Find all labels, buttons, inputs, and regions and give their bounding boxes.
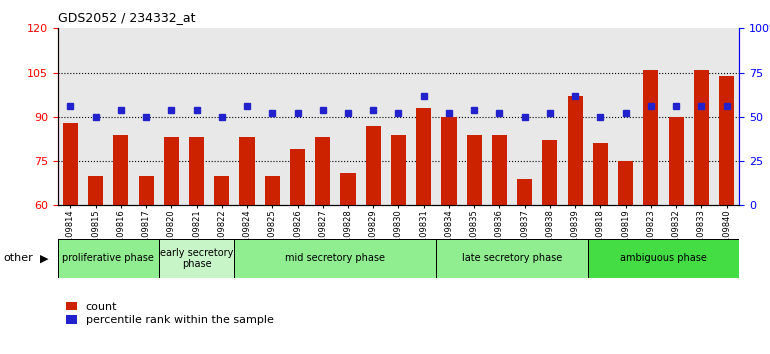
Bar: [214, 176, 229, 205]
Bar: [416, 108, 431, 205]
Text: ▶: ▶: [40, 253, 49, 263]
Bar: [467, 135, 482, 205]
Bar: [290, 149, 305, 205]
Bar: [189, 137, 204, 205]
Text: early secretory
phase: early secretory phase: [160, 247, 233, 269]
Bar: [567, 96, 583, 205]
Text: mid secretory phase: mid secretory phase: [286, 253, 385, 263]
Bar: [113, 135, 129, 205]
Bar: [719, 75, 734, 205]
Bar: [88, 176, 103, 205]
Bar: [437, 239, 588, 278]
Bar: [668, 117, 684, 205]
Bar: [159, 239, 234, 278]
Text: ambiguous phase: ambiguous phase: [620, 253, 707, 263]
Bar: [694, 70, 709, 205]
Bar: [492, 135, 507, 205]
Text: proliferative phase: proliferative phase: [62, 253, 154, 263]
Text: other: other: [4, 253, 34, 263]
Text: GDS2052 / 234332_at: GDS2052 / 234332_at: [58, 11, 196, 24]
Bar: [234, 239, 437, 278]
Bar: [643, 70, 658, 205]
Bar: [517, 179, 532, 205]
Bar: [593, 143, 608, 205]
Bar: [58, 239, 159, 278]
Legend: count, percentile rank within the sample: count, percentile rank within the sample: [63, 299, 276, 327]
Bar: [542, 141, 557, 205]
Bar: [618, 161, 633, 205]
Bar: [441, 117, 457, 205]
Bar: [366, 126, 381, 205]
Bar: [239, 137, 255, 205]
Bar: [391, 135, 406, 205]
Text: late secretory phase: late secretory phase: [462, 253, 562, 263]
Bar: [588, 239, 739, 278]
Bar: [265, 176, 280, 205]
Bar: [315, 137, 330, 205]
Bar: [164, 137, 179, 205]
Bar: [139, 176, 154, 205]
Bar: [340, 173, 356, 205]
Bar: [63, 123, 78, 205]
